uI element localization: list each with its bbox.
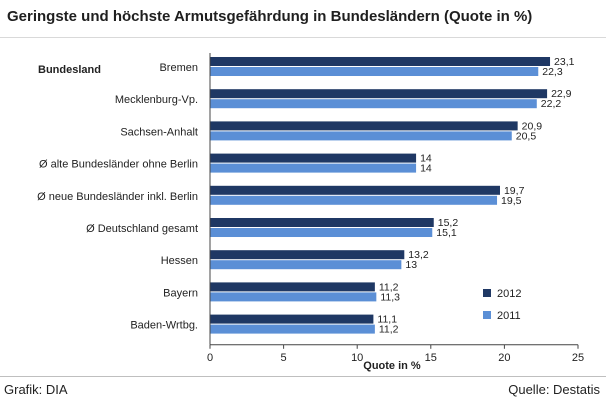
legend-label-2012: 2012: [497, 288, 521, 300]
x-axis: 0 5 10 15 20 25: [207, 53, 584, 364]
bar-2011: [210, 324, 375, 334]
bar-2011: [210, 67, 539, 76]
legend-swatch-2011: [483, 311, 491, 319]
bar-2012: [210, 89, 548, 99]
value-label-2012: 20,9: [522, 120, 543, 132]
value-label-2011: 11,2: [379, 324, 399, 336]
bar-2012: [210, 314, 374, 324]
bar-2011: [210, 260, 402, 270]
category-label: Sachsen-Anhalt: [120, 126, 198, 138]
bar-2011: [210, 163, 417, 173]
value-label-2011: 11,3: [380, 291, 400, 303]
title-divider: [0, 37, 606, 38]
footer-credit: Grafik: DIA: [4, 382, 68, 397]
bar-2011: [210, 99, 537, 109]
category-labels: Bremen Mecklenburg-Vp. Sachsen-Anhalt Ø alt…: [37, 62, 198, 332]
value-label-2011: 15,1: [436, 227, 457, 239]
category-label: Bremen: [159, 62, 198, 74]
bar-2012: [210, 282, 375, 292]
bar-2011: [210, 292, 377, 302]
bar-2012: [210, 153, 417, 163]
value-label-2011: 22,3: [542, 66, 563, 78]
footer-divider: [0, 376, 606, 377]
value-label-2011: 19,5: [501, 195, 522, 207]
value-label-2012: 11,2: [379, 281, 399, 293]
x-axis-title: Quote in %: [363, 360, 421, 372]
value-label-2012: 15,2: [438, 217, 459, 229]
bar-2012: [210, 218, 434, 227]
category-label: Baden-Wrtbg.: [130, 320, 198, 332]
x-tick-label: 15: [425, 352, 437, 364]
bar-2011: [210, 131, 512, 141]
category-label: Ø Deutschland gesamt: [86, 223, 198, 235]
chart-title: Geringste und höchste Armutsgefährdung i…: [7, 8, 533, 25]
x-tick-label: 10: [351, 352, 363, 364]
x-tick-label: 25: [572, 352, 584, 364]
value-label-2012: 11,1: [377, 314, 397, 326]
value-label-2012: 14: [420, 153, 432, 165]
value-label-2012: 19,7: [504, 185, 525, 197]
category-label: Hessen: [161, 255, 198, 267]
value-label-2012: 13,2: [408, 249, 429, 261]
bar-2012: [210, 57, 551, 66]
legend: 2012 2011: [483, 288, 521, 322]
category-label: Ø alte Bundesländer ohne Berlin: [39, 159, 198, 171]
bar-2012: [210, 185, 500, 195]
bar-2012: [210, 250, 405, 260]
bar-chart: Bundesland Bremen Mecklenburg-Vp. Sachsen-…: [37, 53, 584, 372]
legend-swatch-2012: [483, 289, 491, 297]
value-label-2011: 14: [420, 163, 432, 175]
footer-source: Quelle: Destatis: [508, 382, 600, 397]
bars-group: [210, 57, 551, 334]
category-label: Mecklenburg-Vp.: [115, 94, 198, 106]
x-tick-label: 20: [498, 352, 510, 364]
bar-2012: [210, 121, 518, 131]
category-axis-title: Bundesland: [38, 64, 101, 76]
bar-2011: [210, 195, 498, 205]
bar-2011: [210, 228, 433, 237]
category-label: Bayern: [163, 287, 198, 299]
x-tick-label: 0: [207, 352, 213, 364]
value-label-2012: 23,1: [554, 56, 575, 68]
legend-label-2011: 2011: [497, 310, 521, 322]
value-label-2011: 13: [405, 259, 417, 271]
value-label-2011: 22,2: [541, 98, 562, 110]
x-tick-label: 5: [281, 352, 287, 364]
value-label-2012: 22,9: [551, 88, 572, 100]
category-label: Ø neue Bundesländer inkl. Berlin: [37, 191, 198, 203]
value-label-2011: 20,5: [516, 130, 537, 142]
